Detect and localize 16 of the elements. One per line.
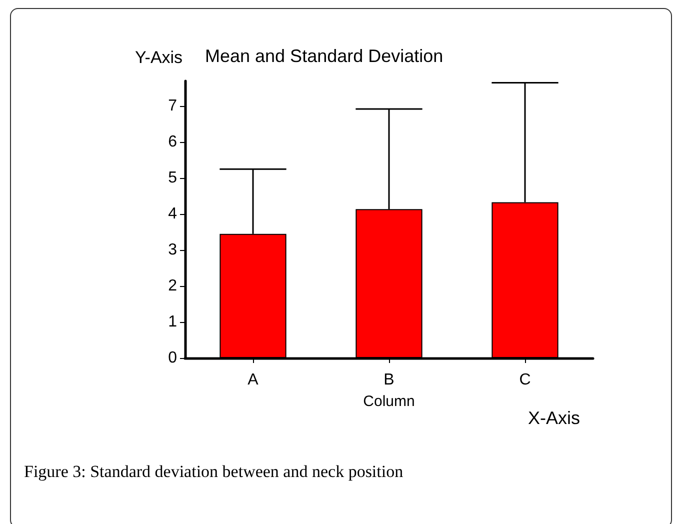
text: X-Axis [528,408,580,429]
y-tick-label: 2 [168,278,178,295]
x-tick-label: A [248,372,259,388]
y-tick-label: 7 [168,98,178,115]
x-tick-label: B [384,372,394,388]
caption: Figure 3: Standard deviation between and neck position [24,462,404,482]
y-tick-label: 4 [168,206,178,223]
y-axis-title: Y-Axis [135,48,183,67]
y-tick-label: 6 [168,134,178,151]
y-tick-label: 5 [168,170,178,187]
y-tick-label: 0 [168,350,178,366]
x-tick-label: C [519,372,531,388]
y-tick-label: 3 [168,242,178,259]
y-tick-label: 1 [168,314,178,331]
x-axis-title: Column [363,393,415,410]
chart-title: Mean and Standard Deviation [205,46,444,66]
